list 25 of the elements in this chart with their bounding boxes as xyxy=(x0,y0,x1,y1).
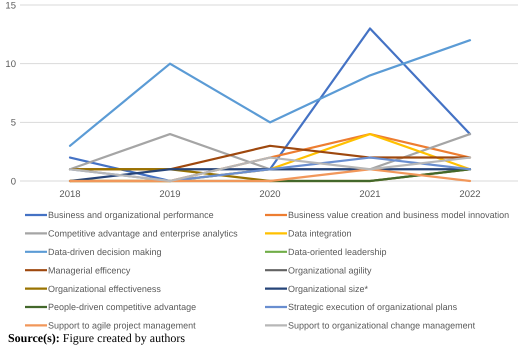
legend-label: Organizational agility xyxy=(288,265,372,276)
legend-label: Support to organizational change management xyxy=(288,320,476,331)
x-tick-label: 2021 xyxy=(359,189,381,200)
legend-label: Data-driven decision making xyxy=(48,246,162,257)
x-tick-label: 2019 xyxy=(159,189,181,200)
x-tick-label: 2018 xyxy=(59,189,81,200)
legend-label: People-driven competitive advantage xyxy=(48,302,196,312)
line-series xyxy=(68,39,472,147)
y-tick-label: 5 xyxy=(10,118,16,129)
y-tick-label: 0 xyxy=(10,176,16,188)
y-tick-label: 10 xyxy=(5,58,16,70)
x-tick-label: 2020 xyxy=(259,189,281,200)
legend-label: Support to agile project management xyxy=(48,320,196,331)
legend-label: Competitive advantage and enterprise analytics xyxy=(48,228,238,239)
source-note: Source(s): Figure created by authors xyxy=(8,331,186,345)
legend-label: Business value creation and business model innovation xyxy=(288,210,510,220)
y-tick-label: 15 xyxy=(5,0,16,12)
x-tick-label: 2022 xyxy=(459,189,481,200)
legend-label: Organizational size* xyxy=(288,284,369,294)
legend-label: Business and organizational performance xyxy=(48,210,214,220)
legend-label: Organizational effectiveness xyxy=(48,284,162,294)
legend-label: Strategic execution of organizational plans xyxy=(288,302,458,312)
legend-label: Data-oriented leadership xyxy=(288,246,387,257)
legend-label: Data integration xyxy=(288,228,352,239)
legend-label: Managerial efficency xyxy=(48,265,131,276)
